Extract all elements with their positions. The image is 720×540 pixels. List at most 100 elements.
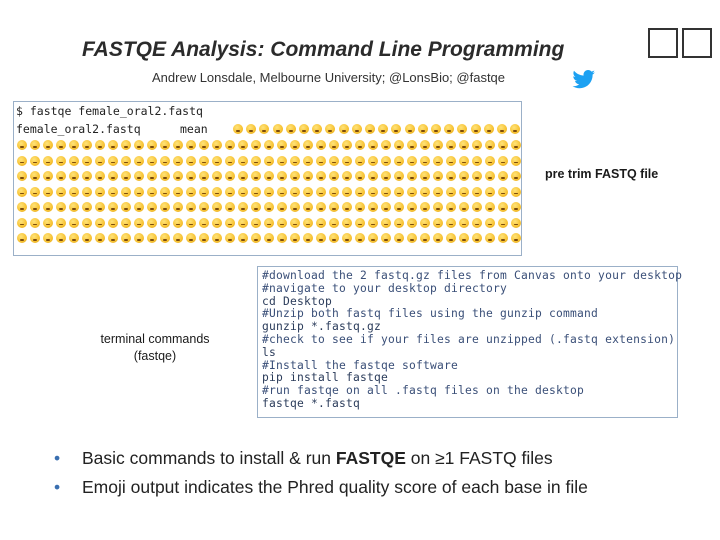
face-emoji-icon bbox=[433, 217, 443, 228]
face-emoji-icon bbox=[355, 155, 365, 166]
face-emoji-icon bbox=[121, 140, 131, 150]
angry-emoji-icon bbox=[433, 254, 443, 255]
face-emoji-icon bbox=[134, 233, 144, 243]
face-emoji-icon bbox=[290, 233, 300, 243]
face-emoji-icon bbox=[251, 217, 261, 228]
missing-glyph-box-1 bbox=[648, 28, 678, 58]
face-emoji-icon bbox=[56, 202, 66, 212]
terminal-line: #Unzip both fastq files using the gunzip… bbox=[262, 307, 599, 321]
face-emoji-icon bbox=[69, 171, 79, 181]
face-emoji-icon bbox=[199, 140, 209, 150]
face-emoji-icon bbox=[264, 202, 274, 212]
face-emoji-icon bbox=[251, 202, 261, 212]
face-emoji-icon bbox=[225, 171, 235, 181]
poop-emoji-icon bbox=[108, 254, 118, 255]
face-emoji-icon bbox=[381, 233, 391, 243]
face-emoji-icon bbox=[433, 202, 443, 212]
face-emoji-icon bbox=[355, 186, 365, 197]
face-emoji-icon bbox=[95, 217, 105, 228]
face-emoji-icon bbox=[316, 217, 326, 228]
face-emoji-icon bbox=[173, 171, 183, 181]
face-emoji-icon bbox=[407, 140, 417, 150]
face-emoji-icon bbox=[173, 233, 183, 243]
poop-emoji-icon bbox=[251, 254, 261, 255]
terminal-label-line2: (fastqe) bbox=[133, 349, 177, 363]
face-emoji-icon bbox=[303, 155, 313, 166]
poop-emoji-icon bbox=[69, 254, 79, 255]
poop-emoji-icon bbox=[446, 254, 456, 255]
face-emoji-icon bbox=[259, 124, 270, 134]
face-emoji-icon bbox=[225, 155, 235, 166]
face-emoji-icon bbox=[43, 186, 53, 197]
face-emoji-icon bbox=[199, 155, 209, 166]
terminal-line: gunzip *.fastq.gz bbox=[262, 320, 382, 334]
angry-emoji-icon bbox=[134, 254, 144, 255]
face-emoji-icon bbox=[134, 140, 144, 150]
face-emoji-icon bbox=[303, 233, 313, 243]
face-emoji-icon bbox=[108, 202, 118, 212]
face-emoji-icon bbox=[290, 140, 300, 150]
emoji-output-panel: $ fastqe female_oral2.fastq female_oral2… bbox=[13, 101, 522, 256]
face-emoji-icon bbox=[459, 171, 469, 181]
face-emoji-icon bbox=[342, 202, 352, 212]
face-emoji-icon bbox=[368, 140, 378, 150]
face-emoji-icon bbox=[121, 233, 131, 243]
face-emoji-icon bbox=[498, 217, 508, 228]
face-emoji-icon bbox=[160, 217, 170, 228]
face-emoji-icon bbox=[134, 186, 144, 197]
missing-glyph-box-2 bbox=[682, 28, 712, 58]
face-emoji-icon bbox=[381, 171, 391, 181]
face-emoji-icon bbox=[56, 155, 66, 166]
face-emoji-icon bbox=[69, 202, 79, 212]
face-emoji-icon bbox=[485, 140, 495, 150]
face-emoji-icon bbox=[199, 202, 209, 212]
bullet-marker: • bbox=[54, 448, 61, 468]
face-emoji-icon bbox=[238, 171, 248, 181]
face-emoji-icon bbox=[511, 217, 521, 228]
face-emoji-icon bbox=[186, 155, 196, 166]
emoji-quality-grid bbox=[14, 102, 521, 255]
slide-title: FASTQE Analysis: Command Line Programmin… bbox=[82, 38, 565, 61]
face-emoji-icon bbox=[225, 217, 235, 228]
face-emoji-icon bbox=[212, 140, 222, 150]
face-emoji-icon bbox=[95, 171, 105, 181]
face-emoji-icon bbox=[459, 140, 469, 150]
poop-emoji-icon bbox=[407, 254, 417, 255]
face-emoji-icon bbox=[420, 202, 430, 212]
face-emoji-icon bbox=[368, 171, 378, 181]
terminal-line: #check to see if your files are unzipped… bbox=[262, 332, 676, 346]
bullet-text: Basic commands to install & run FASTQE o… bbox=[82, 448, 553, 468]
face-emoji-icon bbox=[329, 202, 339, 212]
face-emoji-icon bbox=[186, 186, 196, 197]
face-emoji-icon bbox=[420, 140, 430, 150]
face-emoji-icon bbox=[378, 124, 389, 134]
face-emoji-icon bbox=[404, 124, 415, 134]
face-emoji-icon bbox=[56, 217, 66, 228]
face-emoji-icon bbox=[407, 171, 417, 181]
twitter-bird-icon bbox=[572, 70, 595, 89]
face-emoji-icon bbox=[394, 140, 404, 150]
poop-emoji-icon bbox=[264, 254, 274, 255]
face-emoji-icon bbox=[498, 202, 508, 212]
poop-emoji-icon bbox=[147, 254, 157, 255]
face-emoji-icon bbox=[121, 202, 131, 212]
face-emoji-icon bbox=[472, 186, 482, 197]
face-emoji-icon bbox=[69, 233, 79, 243]
face-emoji-icon bbox=[285, 124, 296, 134]
face-emoji-icon bbox=[342, 155, 352, 166]
poop-emoji-icon bbox=[121, 254, 131, 255]
face-emoji-icon bbox=[30, 140, 40, 150]
face-emoji-icon bbox=[82, 155, 92, 166]
face-emoji-icon bbox=[316, 140, 326, 150]
face-emoji-icon bbox=[56, 186, 66, 197]
face-emoji-icon bbox=[394, 217, 404, 228]
poop-emoji-icon bbox=[498, 254, 508, 255]
face-emoji-icon bbox=[342, 140, 352, 150]
face-emoji-icon bbox=[134, 202, 144, 212]
face-emoji-icon bbox=[212, 217, 222, 228]
face-emoji-icon bbox=[511, 140, 521, 150]
face-emoji-icon bbox=[446, 140, 456, 150]
face-emoji-icon bbox=[238, 217, 248, 228]
face-emoji-icon bbox=[511, 186, 521, 197]
face-emoji-icon bbox=[420, 233, 430, 243]
